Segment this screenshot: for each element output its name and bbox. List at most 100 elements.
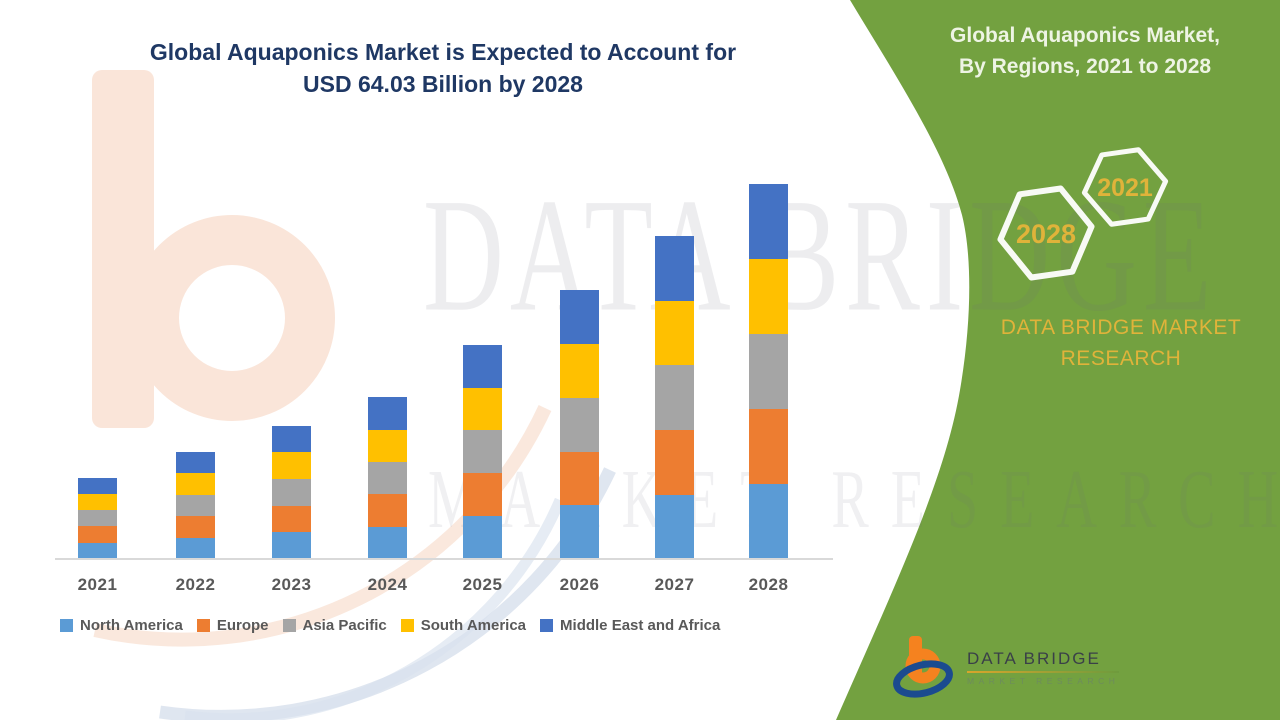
bar-segment-north-america-2027 [655,494,694,559]
watermark-swoosh-peach [93,405,552,647]
bar-segment-europe-2021 [78,526,117,543]
side-panel-title-line2: By Regions, 2021 to 2028 [958,55,1212,78]
chart-legend: North America Europe Asia Pacific South Ame… [60,617,720,634]
bar-segment-asia-pacific-2028 [749,334,788,409]
dbmr-logo-name: DATA BRIDGE [967,648,1101,668]
bar-2028 [749,183,788,559]
chart-title-line1: Global Aquaponics Market is Expected to … [149,39,737,65]
legend-item-asia-pacific: Asia Pacific [282,617,387,634]
legend-swatch-south-america [400,619,414,632]
bar-2027 [655,236,694,559]
bar-segment-europe-2027 [655,430,694,495]
legend-label-middle-east-and-africa: Middle East and Africa [560,617,721,634]
bar-segment-middle-east-and-africa-2026 [560,290,599,344]
bar-segment-north-america-2024 [368,526,407,559]
bar-segment-europe-2022 [176,516,215,538]
x-axis-label-2028: 2028 [748,575,789,594]
bar-segment-middle-east-and-africa-2027 [655,236,694,301]
legend-label-europe: Europe [216,617,269,634]
watermark-b-bowl [129,215,335,421]
bar-segment-asia-pacific-2024 [368,462,407,495]
bar-segment-north-america-2028 [749,484,788,559]
bar-segment-south-america-2022 [176,473,215,495]
bar-segment-south-america-2023 [272,452,311,479]
chart-title-line2: USD 64.03 Billion by 2028 [303,71,583,97]
bar-segment-asia-pacific-2021 [78,510,117,527]
bar-segment-north-america-2023 [272,532,311,559]
bar-segment-middle-east-and-africa-2025 [463,344,502,388]
bar-segment-middle-east-and-africa-2023 [272,425,311,453]
legend-swatch-europe [196,619,210,632]
bar-segment-asia-pacific-2023 [272,478,311,506]
dbmr-logo-subtext: MARKET RESEARCH [967,675,1120,686]
side-panel-brand-line1: DATA BRIDGE MARKET [1000,316,1242,339]
bar-2025 [463,344,502,559]
legend-label-south-america: South America [420,617,527,634]
side-panel-brand: DATA BRIDGE MARKET RESEARCH [955,312,1280,374]
bar-segment-middle-east-and-africa-2021 [78,477,117,494]
legend-swatch-north-america [60,619,73,632]
hexagon-2021-outline [1081,147,1169,227]
bar-segment-asia-pacific-2025 [463,430,502,474]
bar-segment-south-america-2027 [655,300,694,366]
hexagon-2028-label: 2028 [1016,219,1076,249]
side-panel-title: Global Aquaponics Market, By Regions, 20… [920,20,1250,82]
bar-segment-europe-2026 [560,451,599,506]
side-panel-title-line1: Global Aquaponics Market, [950,24,1220,47]
hexagon-2028 [997,185,1095,281]
legend-swatch-middle-east-and-africa [540,619,554,632]
bar-segment-south-america-2028 [749,258,788,334]
legend-label-asia-pacific: Asia Pacific [302,617,387,634]
bar-segment-middle-east-and-africa-2024 [368,397,407,430]
x-axis-line [55,558,833,560]
chart-title: Global Aquaponics Market is Expected to … [55,36,831,100]
bar-segment-south-america-2021 [78,493,117,511]
legend-swatch-asia-pacific [282,619,296,632]
dbmr-logo-rule [967,670,1120,673]
x-axis-label-2026: 2026 [559,575,600,594]
x-axis-label-2023: 2023 [271,575,312,594]
legend-item-north-america: North America [60,617,183,634]
bar-segment-north-america-2026 [560,505,599,559]
bar-segment-south-america-2025 [463,387,502,431]
legend-item-europe: Europe [196,617,269,634]
legend-item-middle-east-and-africa: Middle East and Africa [540,617,720,634]
x-axis-label-2027: 2027 [654,575,695,594]
bar-2023 [272,425,311,559]
hexagon-2028-outline [997,185,1095,281]
bar-2022 [176,451,215,559]
bar-2021 [78,477,117,559]
bar-segment-middle-east-and-africa-2022 [176,451,215,474]
bar-segment-middle-east-and-africa-2028 [749,183,788,259]
bar-segment-europe-2028 [749,409,788,484]
x-axis-label-2024: 2024 [367,575,408,594]
dbmr-logo-icon [893,636,953,698]
legend-label-north-america: North America [80,617,183,634]
bar-segment-north-america-2022 [176,537,215,559]
side-panel-brand-line2: RESEARCH [1060,347,1182,370]
bar-segment-europe-2025 [463,473,502,517]
bar-segment-asia-pacific-2027 [655,365,694,430]
legend-item-south-america: South America [400,617,527,634]
bar-segment-europe-2023 [272,505,311,533]
hexagon-2021 [1081,147,1169,227]
bar-segment-south-america-2026 [560,343,599,398]
bar-2026 [560,290,599,559]
bar-segment-north-america-2021 [78,542,117,559]
bar-2024 [368,397,407,559]
bar-segment-asia-pacific-2022 [176,494,215,517]
logo-d-swoosh [893,660,953,698]
x-axis-label-2025: 2025 [462,575,503,594]
x-axis-label-2021: 2021 [77,575,118,594]
bar-segment-north-america-2025 [463,516,502,559]
hexagon-2021-label: 2021 [1097,174,1153,202]
bar-segment-europe-2024 [368,494,407,527]
dbmr-logo: DATA BRIDGE MARKET RESEARCH [893,636,1120,698]
side-panel-shape [836,0,1280,720]
dbmr-logo-text: DATA BRIDGE MARKET RESEARCH [967,648,1120,686]
x-axis-label-2022: 2022 [175,575,216,594]
bar-segment-asia-pacific-2026 [560,397,599,452]
bar-segment-south-america-2024 [368,429,407,462]
